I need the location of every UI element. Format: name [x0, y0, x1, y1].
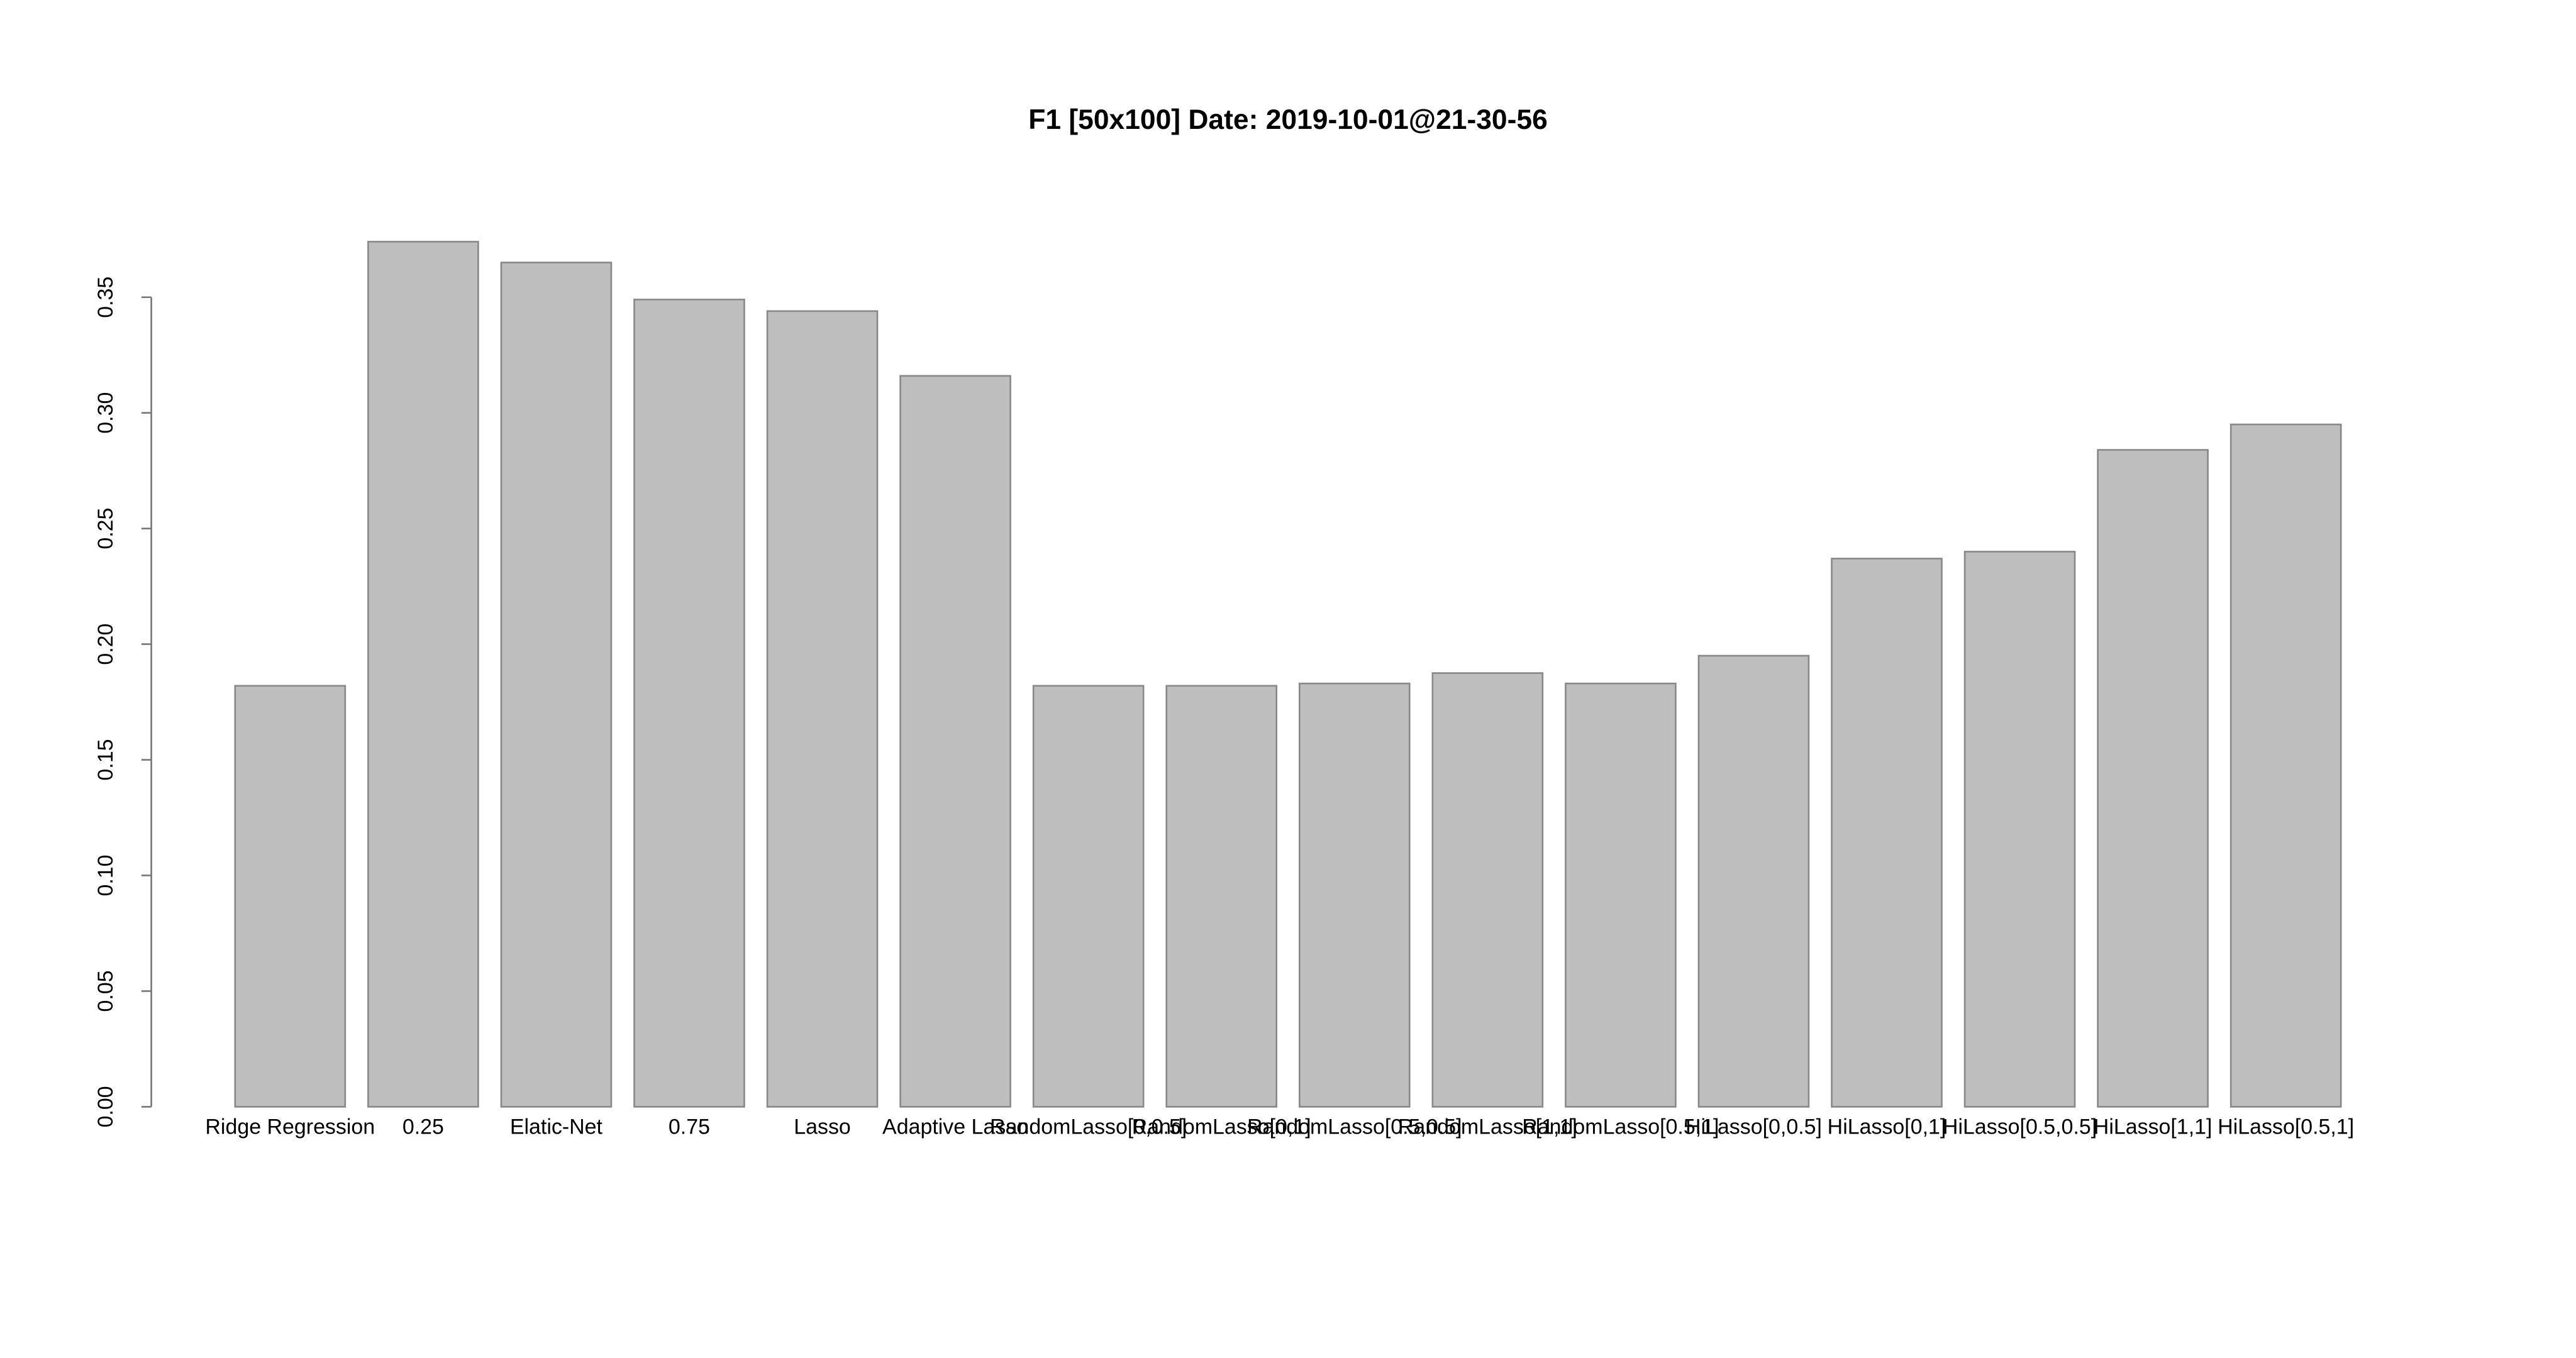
x-tick-label: 0.75 — [669, 1115, 710, 1139]
x-tick-label: Adaptive Lasso — [882, 1115, 1028, 1139]
x-tick-label: Elatic-Net — [510, 1115, 603, 1139]
x-tick-label: Ridge Regression — [205, 1115, 375, 1139]
x-tick-label: 0.25 — [402, 1115, 444, 1139]
bar — [367, 241, 479, 1108]
y-tick-label: 0.05 — [94, 970, 118, 1012]
y-tick-label: 0.15 — [94, 739, 118, 781]
bar — [2097, 449, 2209, 1108]
x-tick-label: RandomLasso[0.5,1] — [1522, 1115, 1719, 1139]
x-tick-label: HiLasso[0.5,0.5] — [1943, 1115, 2097, 1139]
x-tick-label: RandomLasso[0,0.5] — [990, 1115, 1187, 1139]
y-tick-label: 0.25 — [94, 508, 118, 549]
bar — [766, 310, 879, 1108]
x-tick-label: HiLasso[0.5,1] — [2218, 1115, 2354, 1139]
bar — [1165, 685, 1278, 1108]
x-tick-label: HiLasso[0,0.5] — [1685, 1115, 1822, 1139]
bar — [1831, 558, 1943, 1108]
bar — [1697, 654, 1810, 1108]
y-tick-label: 0.20 — [94, 624, 118, 665]
x-tick-label: RandomLasso[0.5,0.5] — [1247, 1115, 1462, 1139]
x-tick-label: RandomLasso[1,1] — [1398, 1115, 1577, 1139]
bar — [1431, 672, 1544, 1108]
x-tick-label: RandomLasso[0,1] — [1132, 1115, 1311, 1139]
bar — [633, 299, 745, 1108]
y-tick-label: 0.30 — [94, 392, 118, 434]
bar — [1298, 682, 1411, 1108]
bar — [1032, 685, 1145, 1108]
bar — [1565, 682, 1677, 1108]
bar — [500, 262, 613, 1108]
x-tick-label: HiLasso[1,1] — [2094, 1115, 2212, 1139]
x-tick-label: Lasso — [794, 1115, 851, 1139]
y-tick-label: 0.00 — [94, 1086, 118, 1127]
bar — [899, 375, 1011, 1108]
bar — [234, 685, 347, 1108]
chart-title: F1 [50x100] Date: 2019-10-01@21-30-56 — [1028, 104, 1548, 135]
bar — [2229, 423, 2342, 1108]
y-tick-label: 0.35 — [94, 277, 118, 318]
y-tick-label: 0.10 — [94, 854, 118, 896]
x-tick-label: HiLasso[0,1] — [1828, 1115, 1946, 1139]
bar — [1963, 551, 2076, 1108]
